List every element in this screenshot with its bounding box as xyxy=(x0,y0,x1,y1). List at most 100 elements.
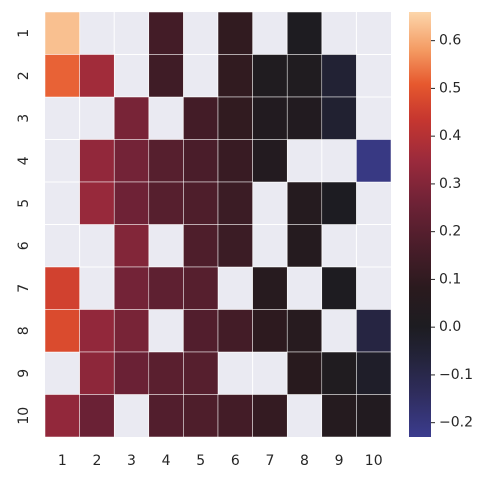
heatmap-cell-r1-c8 xyxy=(286,11,323,55)
heatmap-cell-r6-c6 xyxy=(217,224,253,268)
colorbar-tick-label: 0.3 xyxy=(439,176,461,192)
heatmap-cell-r9-c2 xyxy=(79,351,115,395)
heatmap-cell-r2-c2 xyxy=(79,54,115,98)
y-tick-label: 6 xyxy=(16,241,32,250)
heatmap-cell-r5-c9 xyxy=(321,181,357,225)
heatmap-cell-r1-c6 xyxy=(217,11,253,55)
heatmap-cell-r7-c4 xyxy=(148,266,184,310)
colorbar-tick-label: 0.4 xyxy=(439,128,461,144)
heatmap-cell-r5-c2 xyxy=(79,181,115,225)
heatmap-cell-r4-c4 xyxy=(148,139,184,183)
heatmap-cell-r7-c7 xyxy=(252,266,288,310)
y-tick-label: 2 xyxy=(16,71,32,80)
heatmap-cell-r3-c6 xyxy=(217,96,253,140)
x-tick-label: 5 xyxy=(196,453,205,469)
heatmap-cell-r7-c3 xyxy=(113,266,150,310)
heatmap-cell-r4-c10 xyxy=(356,139,392,183)
colorbar: −0.2 −0.1 0.0 0.1 0.2 0.3 0.4 0.5 0.6 xyxy=(409,12,473,437)
colorbar-tick-label: 0.6 xyxy=(439,33,461,49)
heatmap-cell-r2-c8 xyxy=(286,54,323,98)
heatmap-cell-r8-c6 xyxy=(217,309,253,353)
heatmap-cell-r3-c8 xyxy=(286,96,323,140)
y-tick-label: 5 xyxy=(16,199,32,208)
x-tick-label: 7 xyxy=(265,453,274,469)
heatmap-cell-r10-c9 xyxy=(321,394,357,438)
heatmap-cell-r3-c7 xyxy=(252,96,288,140)
heatmap-cell-r3-c3 xyxy=(113,96,150,140)
heatmap-cell-r4-c3 xyxy=(113,139,150,183)
heatmap-cell-r2-c9 xyxy=(321,54,357,98)
heatmap-cell-r5-c4 xyxy=(148,181,184,225)
heatmap-cell-r5-c8 xyxy=(286,181,323,225)
heatmap-cell-r10-c5 xyxy=(183,394,219,438)
x-axis-ticks: 1 2 3 4 5 6 7 8 9 10 xyxy=(58,453,383,469)
x-tick-label: 2 xyxy=(92,453,101,469)
colorbar-tick-label: 0.1 xyxy=(439,271,461,287)
heatmap-cell-r6-c8 xyxy=(286,224,323,268)
heatmap-cell-r5-c5 xyxy=(183,181,219,225)
heatmap-cell-r7-c1 xyxy=(44,266,80,310)
heatmap-cell-r2-c7 xyxy=(252,54,288,98)
y-tick-label: 9 xyxy=(16,369,32,378)
y-tick-label: 7 xyxy=(16,284,32,293)
heatmap-cell-r9-c3 xyxy=(113,351,150,395)
heatmap-cell-r6-c5 xyxy=(183,224,219,268)
y-tick-label: 10 xyxy=(16,407,32,425)
heatmap-cell-r6-c3 xyxy=(113,224,150,268)
heatmap-cell-r5-c3 xyxy=(113,181,150,225)
heatmap-cell-r10-c1 xyxy=(44,394,80,438)
y-axis-ticks: 1 2 3 4 5 6 7 8 9 10 xyxy=(16,29,32,425)
y-tick-label: 4 xyxy=(16,156,32,165)
heatmap-cell-r3-c9 xyxy=(321,96,357,140)
heatmap-cell-r9-c10 xyxy=(356,351,392,395)
x-tick-label: 1 xyxy=(58,453,67,469)
x-tick-label: 9 xyxy=(335,453,344,469)
heatmap-cell-r10-c7 xyxy=(252,394,288,438)
heatmap-cell-r9-c8 xyxy=(286,351,323,395)
heatmap-cell-r3-c5 xyxy=(183,96,219,140)
heatmap-cell-r7-c5 xyxy=(183,266,219,310)
heatmap-cell-r1-c4 xyxy=(148,11,184,55)
heatmap-cell-r2-c4 xyxy=(148,54,184,98)
y-tick-label: 8 xyxy=(16,326,32,335)
heatmap-cell-r9-c9 xyxy=(321,351,357,395)
heatmap-cell-r8-c3 xyxy=(113,309,150,353)
heatmap-cell-r9-c4 xyxy=(148,351,184,395)
y-tick-label: 3 xyxy=(16,114,32,123)
heatmap-cell-r4-c5 xyxy=(183,139,219,183)
heatmap-cell-r2-c6 xyxy=(217,54,253,98)
heatmap-cell-r1-c1 xyxy=(44,11,80,55)
x-tick-label: 4 xyxy=(162,453,171,469)
heatmap-cell-r10-c4 xyxy=(148,394,184,438)
heatmap-cell-r8-c10 xyxy=(356,309,392,353)
x-tick-label: 8 xyxy=(300,453,309,469)
y-tick-label: 1 xyxy=(16,29,32,38)
heatmap-cell-r5-c6 xyxy=(217,181,253,225)
heatmap-cell-r2-c1 xyxy=(44,54,80,98)
x-tick-label: 6 xyxy=(231,453,240,469)
colorbar-tick-label: 0.0 xyxy=(439,319,461,335)
heatmap-cell-r7-c9 xyxy=(321,266,357,310)
x-tick-label: 3 xyxy=(127,453,136,469)
colorbar-tick-label: 0.2 xyxy=(439,224,461,240)
heatmap-cell-r8-c5 xyxy=(183,309,219,353)
heatmap-cell-r10-c10 xyxy=(356,394,392,438)
heatmap-cell-r8-c7 xyxy=(252,309,288,353)
heatmap-cell-r10-c2 xyxy=(79,394,115,438)
colorbar-tick-label: −0.2 xyxy=(439,415,473,431)
heatmap-cell-r8-c1 xyxy=(44,309,80,353)
colorbar-tick-label: 0.5 xyxy=(439,80,461,96)
colorbar-tick-label: −0.1 xyxy=(439,367,473,383)
heatmap-cells xyxy=(44,11,392,438)
x-tick-label: 10 xyxy=(365,453,383,469)
heatmap-cell-r10-c6 xyxy=(217,394,253,438)
heatmap-cell-r8-c8 xyxy=(286,309,323,353)
heatmap-cell-r8-c2 xyxy=(79,309,115,353)
heatmap-cell-r4-c7 xyxy=(252,139,288,183)
heatmap-cell-r4-c2 xyxy=(79,139,115,183)
heatmap-cell-r4-c6 xyxy=(217,139,253,183)
heatmap-cell-r9-c5 xyxy=(183,351,219,395)
colorbar-gradient xyxy=(409,12,431,437)
